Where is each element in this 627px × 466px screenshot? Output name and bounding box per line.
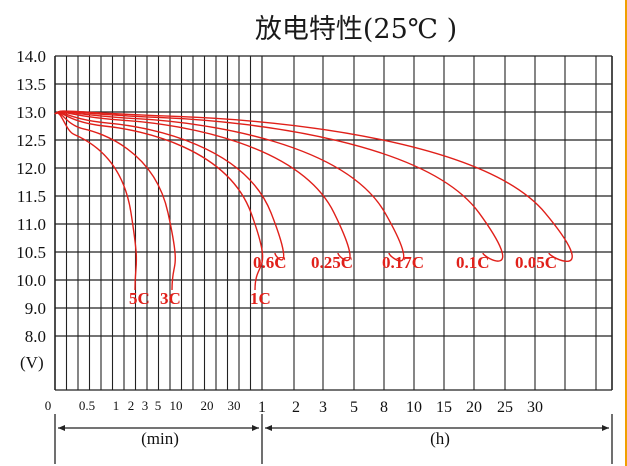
curve-1C bbox=[54, 111, 264, 291]
y-tick-4: 12.0 bbox=[16, 159, 46, 178]
x-unit-brackets bbox=[54, 414, 613, 464]
curve-0.1C bbox=[54, 110, 504, 262]
y-tick-9: 9.0 bbox=[25, 299, 46, 318]
y-tick-1: 13.5 bbox=[16, 75, 46, 94]
curve-3C bbox=[54, 112, 176, 291]
x-tick-h-1: 2 bbox=[292, 399, 300, 416]
x-tick-h-2: 3 bbox=[319, 399, 327, 416]
x-tick-h-9: 30 bbox=[527, 399, 543, 416]
x-tick-min-4: 3 bbox=[142, 398, 149, 413]
page-edge-accent bbox=[625, 0, 627, 466]
curve-0.25C bbox=[54, 111, 351, 262]
curve-5C bbox=[54, 112, 138, 291]
x-tick-min-1: 0.5 bbox=[79, 398, 95, 413]
y-axis-label: (V) bbox=[20, 353, 44, 372]
x-tick-min-3: 2 bbox=[128, 398, 135, 413]
x-tick-h-4: 8 bbox=[380, 399, 388, 416]
curve-label-5C: 5C bbox=[129, 289, 150, 308]
curve-label-0.1C: 0.1C bbox=[456, 253, 490, 272]
x-tick-h-3: 5 bbox=[350, 399, 358, 416]
curve-label-0.05C: 0.05C bbox=[515, 253, 557, 272]
y-tick-0: 14.0 bbox=[16, 47, 46, 66]
x-tick-min-5: 5 bbox=[155, 398, 162, 413]
curve-label-0.25C: 0.25C bbox=[311, 253, 353, 272]
x-tick-h-8: 25 bbox=[497, 399, 513, 416]
x-tick-h-7: 20 bbox=[466, 399, 482, 416]
discharge-curves bbox=[54, 110, 573, 291]
curve-label-1C: 1C bbox=[250, 289, 271, 308]
x-tick-min-6: 10 bbox=[170, 398, 183, 413]
x-tick-min-7: 20 bbox=[201, 398, 214, 413]
curve-label-0.6C: 0.6C bbox=[253, 253, 287, 272]
x-unit-min: (min) bbox=[141, 429, 179, 448]
y-tick-7: 10.5 bbox=[16, 243, 46, 262]
chart-grid bbox=[54, 55, 613, 391]
x-unit-h: (h) bbox=[430, 429, 450, 448]
x-tick-h-0: 1 bbox=[258, 399, 266, 416]
y-tick-5: 11.5 bbox=[17, 187, 46, 206]
curve-0.6C bbox=[54, 111, 285, 261]
x-tick-h-5: 10 bbox=[406, 399, 422, 416]
curve-label-3C: 3C bbox=[160, 289, 181, 308]
x-tick-labels: 0 0.5 1 2 3 5 10 20 30 1 2 3 5 8 10 15 20 25 30 bbox=[45, 398, 543, 416]
chart-title: 放电特性(25℃ ) bbox=[255, 14, 457, 45]
curve-0.05C bbox=[54, 110, 573, 263]
curve-labels: 5C 3C 1C 0.6C 0.25C 0.17C 0.1C 0.05C bbox=[129, 253, 557, 308]
x-tick-h-6: 15 bbox=[436, 399, 452, 416]
curve-0.17C bbox=[54, 110, 405, 262]
bracket-arrow-1 bbox=[252, 425, 259, 431]
x-tick-min-2: 1 bbox=[113, 398, 120, 413]
y-tick-3: 12.5 bbox=[16, 131, 46, 150]
y-tick-labels: 14.0 13.5 13.0 12.5 12.0 11.5 11.0 10.5 10.0 9.0 8… bbox=[16, 47, 46, 346]
x-tick-min-8: 30 bbox=[228, 398, 241, 413]
x-tick-min-0: 0 bbox=[45, 398, 52, 413]
y-tick-8: 10.0 bbox=[16, 271, 46, 290]
bracket-arrow-0 bbox=[58, 425, 65, 431]
bracket-arrow-3 bbox=[602, 425, 609, 431]
y-tick-10: 8.0 bbox=[25, 327, 46, 346]
y-tick-6: 11.0 bbox=[17, 215, 46, 234]
curve-label-0.17C: 0.17C bbox=[382, 253, 424, 272]
bracket-arrow-2 bbox=[265, 425, 272, 431]
y-tick-2: 13.0 bbox=[16, 103, 46, 122]
